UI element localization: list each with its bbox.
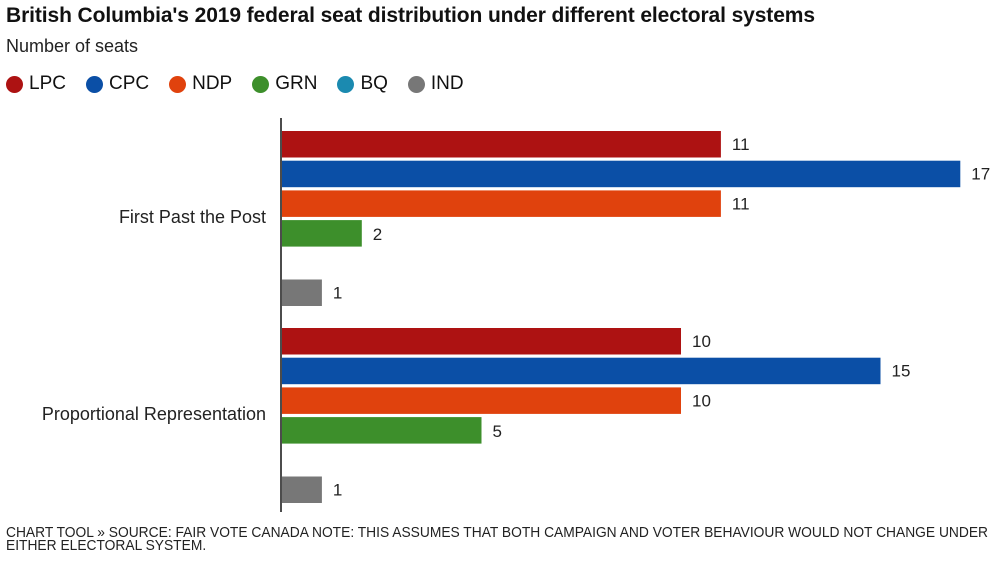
legend-swatch-icon	[337, 75, 355, 93]
category-label: First Past the Post	[119, 207, 266, 227]
legend-item-bq: BQ	[337, 73, 388, 95]
bar-cpc	[282, 160, 961, 188]
bar-ind	[282, 279, 322, 306]
data-label: 1	[333, 284, 342, 303]
legend-swatch-icon	[169, 75, 187, 93]
legend-item-ndp: NDP	[169, 73, 232, 95]
data-label: 5	[493, 422, 502, 441]
bar-lpc	[282, 328, 681, 355]
legend-label: GRN	[275, 73, 318, 94]
legend-item-cpc: CPC	[85, 73, 150, 95]
data-label: 10	[692, 391, 711, 410]
data-label: 11	[732, 135, 750, 154]
legend-swatch-icon	[85, 75, 103, 93]
bar-grn	[282, 220, 362, 247]
chart-title: British Columbia's 2019 federal seat dis…	[6, 4, 815, 27]
data-label: 2	[373, 225, 382, 244]
bar-ind	[282, 476, 322, 503]
bar-grn	[282, 417, 482, 444]
legend-label: BQ	[360, 73, 388, 94]
bar-ndp	[282, 387, 681, 414]
data-label: 1	[333, 481, 342, 500]
legend-item-lpc: LPC	[6, 73, 66, 95]
legend-swatch-icon	[407, 75, 425, 93]
data-label: 11	[732, 194, 750, 213]
chart-subtitle: Number of seats	[6, 36, 139, 56]
data-label: 10	[692, 332, 711, 351]
legend-label: NDP	[192, 73, 233, 94]
legend: LPC CPC NDP GRN BQ IND	[6, 73, 484, 95]
legend-swatch-icon	[6, 75, 23, 93]
bar-ndp	[282, 190, 721, 217]
bar-cpc	[282, 357, 881, 385]
legend-label: LPC	[29, 73, 66, 94]
legend-item-grn: GRN	[252, 73, 317, 95]
data-label: 17	[971, 165, 990, 184]
source-note: CHART TOOL » SOURCE: FAIR VOTE CANADA NO…	[6, 524, 989, 554]
legend-item-ind: IND	[407, 73, 464, 95]
legend-label: IND	[430, 73, 464, 94]
bar-lpc	[282, 131, 721, 158]
data-label: 15	[892, 362, 911, 381]
legend-label: CPC	[108, 73, 150, 94]
legend-swatch-icon	[252, 75, 270, 93]
category-label: Proportional Representation	[42, 404, 266, 424]
